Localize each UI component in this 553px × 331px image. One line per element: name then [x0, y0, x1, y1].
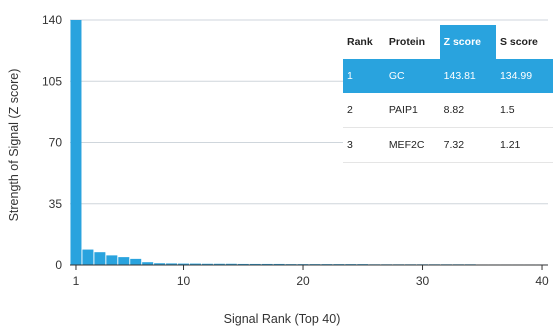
x-tick-label: 20: [296, 274, 310, 288]
bar: [237, 263, 249, 265]
s-score-cell: 134.99: [495, 59, 553, 93]
s-score-cell: 1.5: [495, 93, 553, 128]
header-protein: Protein: [388, 36, 425, 48]
y-tick-labels: 0 35 70 105 140: [42, 13, 62, 272]
z-score-cell: 8.82: [439, 93, 496, 128]
bar: [201, 263, 213, 265]
bar: [273, 263, 285, 265]
x-tick-label: 10: [177, 274, 191, 288]
y-axis-title: Strength of Signal (Z score): [7, 69, 21, 222]
z-score-cell: 7.32: [439, 127, 496, 163]
x-axis-title: Signal Rank (Top 40): [224, 312, 341, 326]
bar: [82, 249, 94, 265]
table-row: 2 PAIP1 8.82 1.5: [343, 93, 553, 128]
bar: [130, 258, 142, 265]
rank-cell: 3: [343, 127, 385, 163]
protein-cell: MEF2C: [384, 127, 440, 163]
bar: [94, 252, 106, 265]
z-score-cell: 143.81: [439, 59, 496, 93]
table-header-row: Rank Protein Z score S score: [343, 25, 553, 59]
bar: [154, 263, 166, 265]
table-row: 1 GC 143.81 134.99: [343, 59, 553, 93]
bar: [166, 263, 178, 265]
y-tick-label: 140: [42, 13, 62, 27]
protein-cell: PAIP1: [384, 93, 440, 128]
x-tick-label: 40: [535, 274, 549, 288]
bar: [118, 257, 130, 265]
x-tick-label: 30: [416, 274, 430, 288]
bar: [249, 263, 261, 265]
header-s-score: S score: [499, 36, 538, 48]
y-tick-label: 105: [42, 74, 62, 88]
header-z-score: Z score: [439, 25, 496, 59]
y-tick-label: 70: [49, 136, 63, 150]
protein-cell: GC: [384, 59, 440, 93]
s-score-cell: 1.21: [495, 127, 553, 163]
bar: [106, 255, 118, 265]
bar: [142, 262, 154, 265]
bar: [70, 20, 82, 265]
table-row: 3 MEF2C 7.32 1.21: [343, 127, 553, 163]
bar: [178, 263, 190, 265]
protein-rank-table: Rank Protein Z score S score 1 GC 143.81…: [343, 25, 553, 163]
rank-cell: 1: [343, 59, 385, 93]
bar: [189, 263, 201, 265]
rank-cell: 2: [343, 93, 385, 128]
bar: [213, 263, 225, 265]
bar: [261, 263, 273, 265]
x-tick-labels: 1 10 20 30 40: [73, 265, 549, 288]
bar: [225, 263, 237, 265]
x-tick-label: 1: [73, 274, 80, 288]
y-tick-label: 35: [49, 197, 63, 211]
y-tick-label: 0: [55, 258, 62, 272]
header-rank: Rank: [347, 36, 373, 48]
